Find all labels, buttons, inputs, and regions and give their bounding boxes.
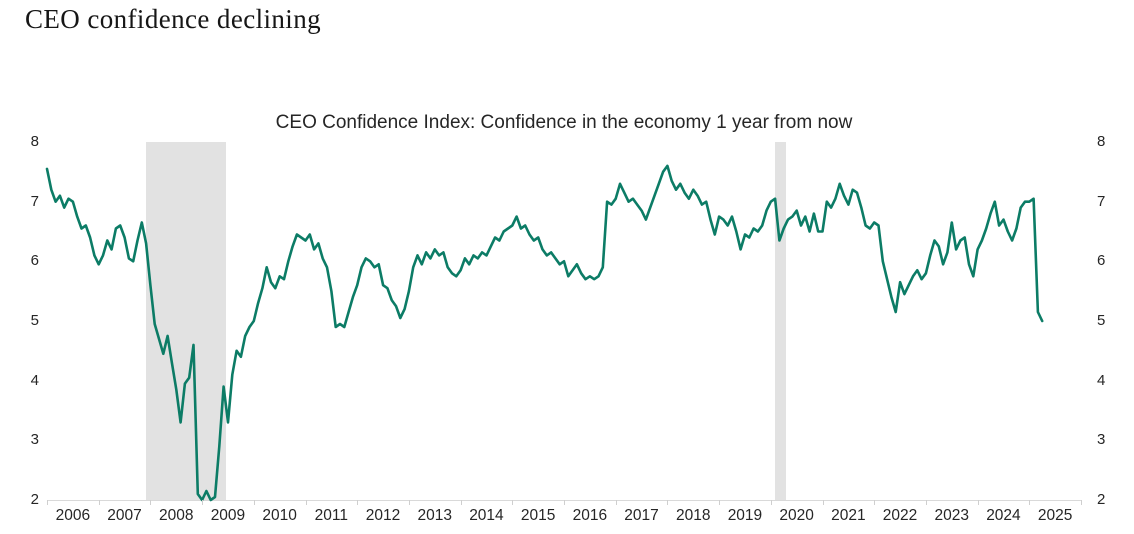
x-axis-tick: [564, 500, 565, 505]
x-axis-tick: [47, 500, 48, 505]
x-axis-tick: [150, 500, 152, 505]
x-axis-tick: [977, 500, 979, 505]
y-axis-label-right: 7: [1097, 192, 1106, 210]
x-axis-label: 2010: [262, 507, 297, 524]
x-axis-label: 2016: [572, 507, 608, 524]
x-axis-label: 2021: [831, 507, 866, 524]
x-axis-label: 2006: [55, 507, 91, 524]
x-axis-tick: [615, 500, 617, 505]
x-axis-label: 2024: [986, 507, 1021, 524]
x-axis-label: 2008: [158, 507, 194, 524]
x-axis-tick: [357, 500, 359, 505]
x-axis-tick: [925, 500, 927, 505]
x-axis-label: 2018: [675, 507, 711, 524]
confidence-line: [45, 164, 1044, 502]
x-axis-tick: [98, 500, 100, 505]
x-axis-tick: [253, 500, 255, 505]
y-axis-label-right: 6: [1097, 252, 1106, 270]
x-axis-tick: [512, 500, 514, 505]
x-axis-tick: [1029, 500, 1031, 505]
x-axis-label: 2023: [934, 507, 969, 524]
y-axis-label-left: 5: [30, 312, 39, 329]
x-axis-label: 2025: [1037, 507, 1073, 524]
x-axis-tick: [822, 500, 824, 505]
x-axis-tick: [305, 500, 307, 505]
y-axis-label-left: 3: [30, 431, 39, 449]
x-axis-tick: [874, 500, 876, 505]
x-axis-tick: [719, 500, 721, 505]
x-axis-label: 2012: [365, 507, 401, 524]
y-axis-label-right: 8: [1097, 133, 1106, 150]
recession-band: [775, 142, 786, 500]
y-axis-label-right: 3: [1097, 431, 1106, 449]
page-title: CEO confidence declining: [25, 4, 322, 34]
y-axis-label-left: 7: [30, 192, 39, 210]
x-axis-tick: [460, 500, 462, 505]
x-axis-label: 2022: [882, 507, 918, 524]
x-axis-tick: [202, 500, 204, 505]
y-axis-label-right: 5: [1097, 312, 1106, 329]
x-axis-label: 2019: [727, 507, 763, 524]
x-axis-tick: [1081, 500, 1082, 505]
plot-area: [45, 142, 1081, 502]
x-axis-tick: [770, 500, 772, 505]
y-axis-label-left: 6: [30, 252, 39, 270]
x-axis-tick: [667, 500, 669, 505]
y-axis-label-left: 4: [30, 371, 39, 389]
x-axis-label: 2009: [210, 507, 246, 524]
x-axis-tick: [408, 500, 410, 505]
y-axis-label-left: 2: [30, 491, 39, 508]
y-axis-label-left: 8: [30, 133, 39, 150]
x-axis-label: 2014: [469, 507, 504, 524]
x-axis-label: 2007: [107, 507, 142, 524]
y-axis-label-right: 2: [1097, 491, 1106, 508]
x-axis-label: 2011: [314, 507, 349, 524]
x-axis-label: 2017: [624, 507, 659, 524]
chart-title: CEO Confidence Index: Confidence in the …: [275, 112, 853, 133]
x-axis-label: 2015: [520, 507, 556, 524]
recession-band: [146, 142, 226, 500]
confidence-line-svg: [45, 164, 1044, 502]
x-axis-label: 2020: [779, 507, 814, 524]
x-axis-label: 2013: [417, 507, 452, 524]
y-axis-label-right: 4: [1097, 371, 1106, 389]
